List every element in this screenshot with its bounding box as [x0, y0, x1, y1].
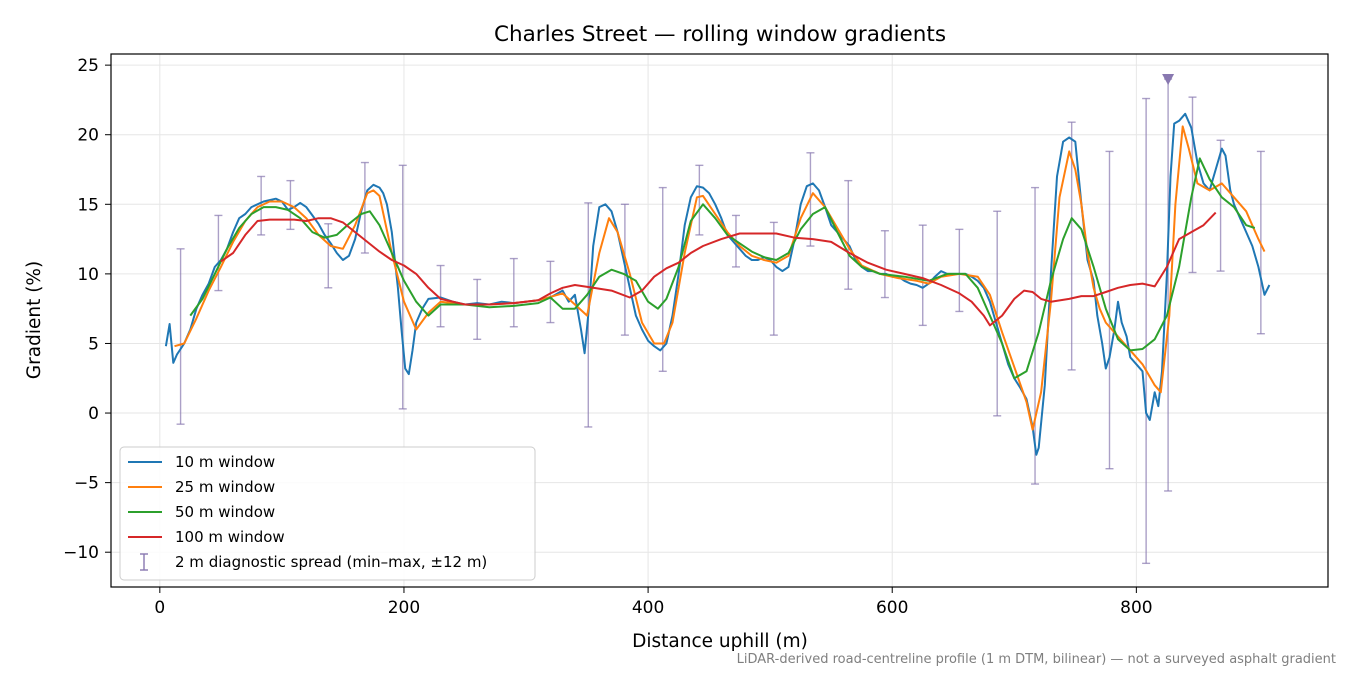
series-line-10m — [164, 112, 1271, 456]
legend-box — [119, 446, 536, 581]
chart-title: Charles Street — rolling window gradient… — [494, 22, 946, 47]
legend-label: 50 m window — [175, 503, 275, 521]
plot-series — [164, 74, 1271, 565]
y-tick-label: 20 — [77, 126, 99, 146]
footnote: LiDAR-derived road-centreline profile (1… — [736, 652, 1336, 667]
legend-label: 2 m diagnostic spread (min–max, ±12 m) — [175, 553, 487, 571]
y-tick-label: 25 — [77, 56, 99, 76]
plot-frame — [110, 53, 1329, 588]
diagnostic-spread-errorbars — [176, 78, 1265, 565]
x-axis-label: Distance uphill (m) — [632, 631, 808, 652]
x-tick-label: 200 — [388, 598, 420, 618]
axes: 0 200 400 600 800 −10 −5 0 5 10 15 20 25 — [63, 56, 1152, 618]
legend: 10 m window 25 m window 50 m window 100 m w… — [119, 446, 536, 581]
series-line-50m — [189, 157, 1256, 380]
legend-label: 100 m window — [175, 528, 285, 546]
y-axis-label: Gradient (%) — [24, 261, 45, 379]
y-tick-label: 0 — [88, 404, 99, 424]
series-line-100m — [220, 211, 1217, 327]
y-tick-label: 10 — [77, 265, 99, 285]
x-tick-label: 600 — [876, 598, 908, 618]
y-tick-label: −5 — [74, 474, 99, 494]
series-line-25m — [174, 125, 1266, 431]
x-tick-label: 400 — [632, 598, 664, 618]
legend-label: 25 m window — [175, 478, 275, 496]
x-tick-label: 800 — [1120, 598, 1152, 618]
y-tick-label: −10 — [63, 543, 99, 563]
legend-label: 10 m window — [175, 453, 275, 471]
peak-marker-icon — [1162, 74, 1175, 86]
x-tick-label: 0 — [154, 598, 165, 618]
y-tick-label: 15 — [77, 195, 99, 215]
y-tick-label: 5 — [88, 334, 99, 354]
